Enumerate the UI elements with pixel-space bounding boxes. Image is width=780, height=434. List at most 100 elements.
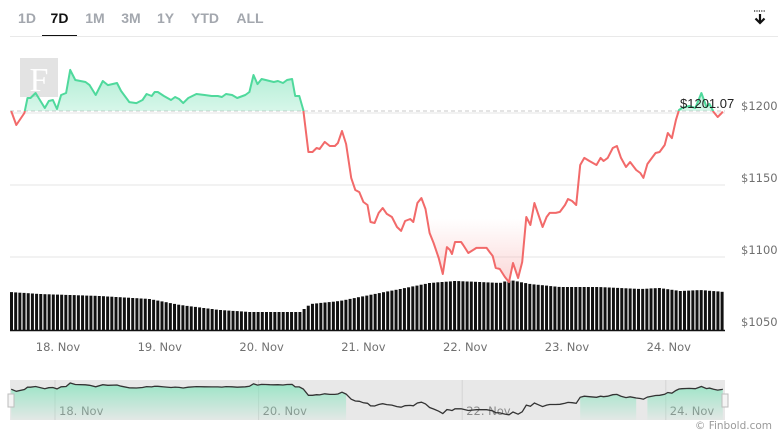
volume-bar bbox=[653, 288, 657, 330]
tab-all[interactable]: ALL bbox=[236, 10, 264, 26]
volume-bar bbox=[68, 295, 72, 330]
navigator-tick-label: 22. Nov bbox=[466, 404, 511, 418]
download-button[interactable] bbox=[750, 8, 770, 28]
volume-bar bbox=[127, 297, 131, 330]
volume-bar bbox=[252, 312, 256, 330]
volume-bar bbox=[486, 282, 490, 330]
volume-bar bbox=[428, 283, 431, 330]
volume-bar bbox=[369, 294, 373, 330]
watermark-logo: F bbox=[20, 58, 58, 99]
volume-bar bbox=[377, 293, 381, 330]
volume-bar bbox=[565, 287, 569, 330]
volume-bar bbox=[398, 289, 402, 330]
tab-1m[interactable]: 1M bbox=[85, 10, 105, 26]
volume-bar bbox=[202, 308, 206, 330]
volume-bar bbox=[674, 290, 678, 330]
navigator-line bbox=[10, 382, 723, 416]
volume-bar bbox=[557, 286, 561, 330]
volume-bar bbox=[277, 312, 281, 330]
volume-bar bbox=[695, 290, 699, 330]
volume-bar bbox=[160, 301, 164, 330]
volume-bar bbox=[76, 295, 80, 330]
volume-bar bbox=[223, 310, 227, 330]
volume-bar bbox=[532, 284, 536, 330]
volume-bar bbox=[18, 292, 22, 330]
volume-bar bbox=[708, 290, 712, 330]
navigator-handle-left[interactable] bbox=[7, 393, 15, 408]
volume-bar bbox=[682, 290, 686, 330]
volume-bar bbox=[603, 287, 607, 330]
volume-bar bbox=[47, 294, 51, 330]
volume-bar bbox=[323, 302, 327, 330]
axes: 18. Nov 19. Nov 20. Nov 21. Nov 22. Nov 23. N… bbox=[10, 99, 778, 354]
volume-bar bbox=[390, 290, 394, 330]
volume-bar bbox=[611, 287, 615, 330]
volume-bar bbox=[168, 303, 172, 330]
x-axis-tick-label: 18. Nov bbox=[36, 340, 81, 354]
navigator-handle-right[interactable] bbox=[721, 393, 729, 408]
volume-bar bbox=[386, 291, 390, 330]
volume-bar bbox=[206, 308, 210, 330]
volume-bar bbox=[181, 305, 185, 330]
volume-bar bbox=[540, 285, 544, 330]
volume-bar bbox=[361, 296, 365, 330]
volume-bar bbox=[536, 284, 540, 330]
volume-bar bbox=[561, 287, 565, 330]
volume-bar bbox=[657, 288, 661, 330]
x-axis-tick-label: 20. Nov bbox=[239, 340, 284, 354]
volume-bar bbox=[143, 298, 147, 330]
volume-bar bbox=[444, 281, 448, 330]
up-area-fill bbox=[11, 69, 723, 111]
volume-bar bbox=[699, 290, 703, 330]
volume-bar bbox=[469, 281, 473, 330]
tab-ytd[interactable]: YTD bbox=[191, 10, 219, 26]
volume-bar bbox=[39, 294, 43, 330]
last-price-label: $1201.07 bbox=[680, 96, 734, 111]
volume-bar bbox=[173, 303, 177, 330]
x-axis-tick-label: 19. Nov bbox=[138, 340, 183, 354]
volume-bar bbox=[256, 312, 260, 330]
volume-bar bbox=[507, 280, 511, 330]
logo-letter: F bbox=[30, 62, 49, 99]
volume-bar bbox=[373, 293, 377, 330]
volume-bar bbox=[712, 291, 716, 330]
x-axis-tick-label: 24. Nov bbox=[647, 340, 692, 354]
volume-bar bbox=[473, 281, 477, 330]
volume-bar bbox=[227, 310, 231, 330]
volume-bar bbox=[260, 312, 264, 330]
down-area-fill bbox=[11, 110, 723, 283]
volume-bar bbox=[662, 288, 666, 330]
navigator-area-fill bbox=[580, 394, 637, 420]
download-icon bbox=[754, 10, 766, 25]
volume-bar bbox=[616, 287, 620, 330]
volume-bar bbox=[89, 295, 93, 330]
volume-bar bbox=[624, 288, 628, 330]
volume-bar bbox=[678, 291, 682, 330]
y-axis-tick-label: $1050 bbox=[741, 315, 778, 329]
tab-3m[interactable]: 3M bbox=[121, 10, 141, 26]
volume-bar bbox=[122, 297, 126, 330]
volume-bar bbox=[641, 288, 645, 330]
volume-bar bbox=[436, 282, 440, 330]
volume-bar bbox=[570, 287, 574, 330]
volume-bar bbox=[72, 295, 76, 330]
tab-1y[interactable]: 1Y bbox=[156, 10, 175, 26]
volume-bar bbox=[210, 309, 214, 330]
volume-bar bbox=[402, 288, 406, 330]
tabs-divider bbox=[10, 36, 778, 37]
volume-bar bbox=[26, 293, 30, 330]
volume-bar bbox=[290, 312, 294, 330]
volume-bar bbox=[147, 299, 151, 330]
volume-bar bbox=[482, 282, 486, 330]
range-tabs: 1D 7D 1M 3M 1Y YTD ALL bbox=[0, 0, 780, 37]
tab-1d[interactable]: 1D bbox=[18, 10, 36, 26]
volume-bar bbox=[81, 295, 85, 330]
volume-bar bbox=[97, 296, 101, 330]
volume-bar bbox=[716, 291, 720, 330]
volume-bar bbox=[269, 312, 273, 330]
volume-bar bbox=[528, 283, 532, 330]
volume-bar bbox=[273, 312, 277, 330]
volume-bar bbox=[310, 303, 314, 330]
volume-bar bbox=[348, 298, 352, 330]
